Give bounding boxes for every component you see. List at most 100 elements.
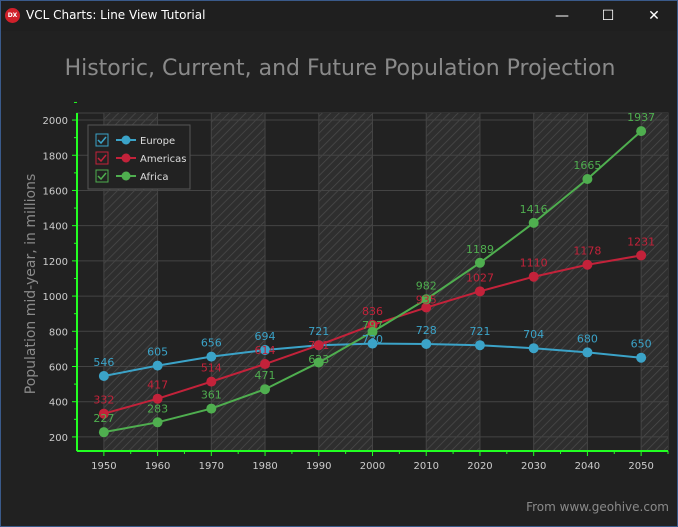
data-point-americas	[313, 340, 324, 351]
strip-band	[533, 113, 588, 451]
legend-marker-europe	[121, 135, 131, 145]
data-label-americas: 721	[308, 339, 329, 352]
x-tick-label: 2050	[628, 461, 653, 472]
data-label-africa: 797	[362, 319, 383, 332]
x-tick-label: 1980	[252, 461, 277, 472]
data-label-europe: 728	[416, 324, 437, 337]
data-point-europe	[421, 338, 432, 349]
data-label-europe: 650	[631, 338, 652, 351]
data-point-africa	[98, 427, 109, 438]
data-point-americas	[260, 359, 271, 370]
data-point-africa	[636, 126, 647, 137]
data-point-europe	[582, 347, 593, 358]
app-logo-icon: DX	[5, 8, 20, 23]
data-label-africa: 623	[308, 353, 329, 366]
data-point-africa	[367, 326, 378, 337]
data-point-europe	[528, 343, 539, 354]
x-tick-label: 1990	[306, 461, 331, 472]
data-point-americas	[421, 302, 432, 313]
data-point-americas	[474, 286, 485, 297]
data-label-africa: 1189	[466, 243, 494, 256]
data-point-europe	[206, 351, 217, 362]
data-point-africa	[421, 294, 432, 305]
x-tick-label: 2000	[360, 461, 385, 472]
y-tick-label: 1000	[43, 292, 68, 303]
data-label-americas: 1027	[466, 271, 494, 284]
y-tick-label: 400	[49, 398, 68, 409]
close-button[interactable]: ✕	[648, 8, 660, 24]
data-point-americas	[367, 319, 378, 330]
data-point-europe	[367, 338, 378, 349]
data-point-americas	[528, 271, 539, 282]
data-label-americas: 836	[362, 305, 383, 318]
data-point-africa	[313, 357, 324, 368]
data-point-europe	[152, 360, 163, 371]
data-label-europe: 680	[577, 332, 598, 345]
x-tick-label: 1960	[145, 461, 170, 472]
y-axis-label: Population mid-year, in millions	[23, 174, 39, 395]
check-icon	[97, 154, 107, 163]
data-label-africa: 1665	[573, 159, 601, 172]
y-tick-label: 1800	[43, 151, 68, 162]
legend-checkbox-americas[interactable]	[95, 151, 109, 165]
check-icon	[97, 172, 107, 181]
data-label-americas: 1110	[520, 257, 548, 270]
data-point-americas	[636, 250, 647, 261]
maximize-button[interactable]: ☐	[601, 8, 615, 24]
y-tick-label: 1600	[43, 186, 68, 197]
data-label-americas: 1231	[627, 235, 655, 248]
data-point-americas	[98, 408, 109, 419]
footer-source: From www.geohive.com	[526, 500, 669, 514]
strip-band	[641, 113, 668, 451]
data-label-europe: 546	[93, 356, 114, 369]
data-point-europe	[98, 371, 109, 382]
data-point-africa	[474, 257, 485, 268]
legend-marker-americas	[121, 153, 131, 163]
window-title: VCL Charts: Line View Tutorial	[26, 8, 206, 22]
strip-band	[211, 113, 266, 451]
data-point-europe	[636, 352, 647, 363]
data-label-americas: 935	[416, 293, 437, 306]
data-label-americas: 332	[93, 394, 114, 407]
legend-marker-africa	[121, 171, 131, 181]
y-tick-label: 1400	[43, 222, 68, 233]
data-label-africa: 1937	[627, 111, 655, 124]
data-label-americas: 614	[255, 344, 276, 357]
data-label-europe: 704	[523, 328, 544, 341]
data-label-europe: 721	[308, 325, 329, 338]
title-bar: DX VCL Charts: Line View Tutorial — ☐ ✕	[1, 1, 677, 31]
data-label-europe: 721	[469, 325, 490, 338]
legend-checkbox-africa[interactable]	[95, 169, 109, 183]
data-label-europe: 605	[147, 346, 168, 359]
legend-checkbox-europe[interactable]	[95, 133, 109, 147]
data-label-europe: 694	[255, 330, 276, 343]
x-tick-label: 2010	[414, 461, 439, 472]
data-label-europe: 730	[362, 333, 383, 346]
data-label-africa: 361	[201, 389, 222, 402]
data-point-americas	[582, 259, 593, 270]
y-tick-label: 2000	[43, 116, 68, 127]
data-point-africa	[206, 403, 217, 414]
data-label-africa: 227	[93, 412, 114, 425]
minimize-button[interactable]: —	[555, 8, 569, 24]
strip-band	[318, 113, 373, 451]
x-tick-label: 1950	[91, 461, 116, 472]
data-label-africa: 471	[255, 369, 276, 382]
y-tick-label: 600	[49, 363, 68, 374]
y-tick-label: 800	[49, 327, 68, 338]
legend-label-europe: Europe	[140, 136, 175, 147]
data-point-europe	[260, 344, 271, 355]
data-label-americas: 514	[201, 362, 222, 375]
data-point-americas	[206, 376, 217, 387]
x-tick-label: 2030	[521, 461, 546, 472]
data-label-africa: 982	[416, 279, 437, 292]
data-point-africa	[260, 384, 271, 395]
chart-title: Historic, Current, and Future Population…	[65, 56, 616, 81]
data-label-africa: 283	[147, 402, 168, 415]
legend-label-americas: Americas	[140, 154, 186, 165]
data-point-europe	[474, 340, 485, 351]
x-tick-label: 2040	[575, 461, 600, 472]
data-label-africa: 1416	[520, 203, 548, 216]
